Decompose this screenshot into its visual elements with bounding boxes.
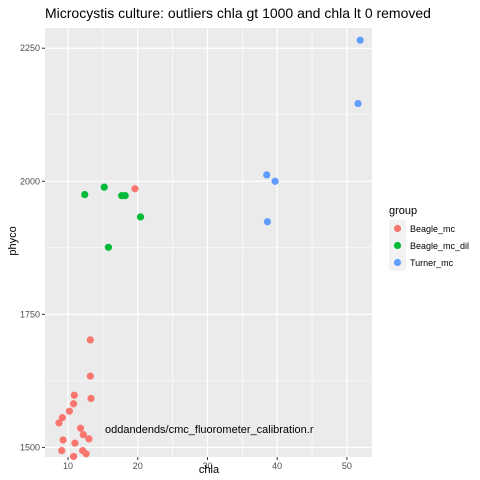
- y-axis: 1500 1750 2000 2250: [20, 43, 45, 452]
- data-point: [101, 184, 108, 191]
- data-point: [263, 171, 270, 178]
- legend-title: group: [389, 205, 417, 217]
- data-point: [122, 192, 129, 199]
- y-tick-label: 1500: [20, 442, 40, 452]
- data-point: [77, 425, 84, 432]
- data-point: [83, 450, 90, 457]
- y-tick-label: 2000: [20, 176, 40, 186]
- data-point: [71, 392, 78, 399]
- data-point: [131, 185, 138, 192]
- data-point: [85, 435, 92, 442]
- data-point: [81, 191, 88, 198]
- data-point: [357, 37, 364, 44]
- plot-panel: [45, 28, 372, 457]
- legend-marker: [394, 225, 401, 232]
- data-point: [71, 440, 78, 447]
- data-point: [70, 453, 77, 460]
- data-point: [87, 372, 94, 379]
- data-point: [105, 244, 112, 251]
- x-tick-label: 20: [133, 461, 143, 471]
- data-point: [70, 400, 77, 407]
- data-point: [87, 336, 94, 343]
- y-tick-label: 2250: [20, 43, 40, 53]
- x-axis-title: chla: [199, 464, 220, 476]
- data-point: [264, 218, 271, 225]
- legend: group Beagle_mc Beagle_mc_dil Turner_mc: [389, 205, 469, 271]
- data-point: [87, 395, 94, 402]
- legend-label: Turner_mc: [410, 258, 454, 268]
- x-tick-label: 40: [272, 461, 282, 471]
- y-tick-label: 1750: [20, 309, 40, 319]
- legend-label: Beagle_mc: [410, 224, 456, 234]
- y-axis-title: phyco: [7, 226, 19, 255]
- legend-marker: [394, 242, 401, 249]
- data-point: [58, 447, 65, 454]
- data-point: [66, 408, 73, 415]
- source-annotation: oddandends/cmc_fluorometer_calibration.r: [105, 424, 314, 436]
- legend-marker: [394, 259, 401, 266]
- data-point: [354, 100, 361, 107]
- data-point: [60, 436, 67, 443]
- x-tick-label: 10: [63, 461, 73, 471]
- data-point: [271, 178, 278, 185]
- x-tick-label: 50: [342, 461, 352, 471]
- data-point: [137, 213, 144, 220]
- data-point: [55, 419, 62, 426]
- legend-label: Beagle_mc_dil: [410, 241, 469, 251]
- chart-title: Microcystis culture: outliers chla gt 10…: [45, 5, 431, 21]
